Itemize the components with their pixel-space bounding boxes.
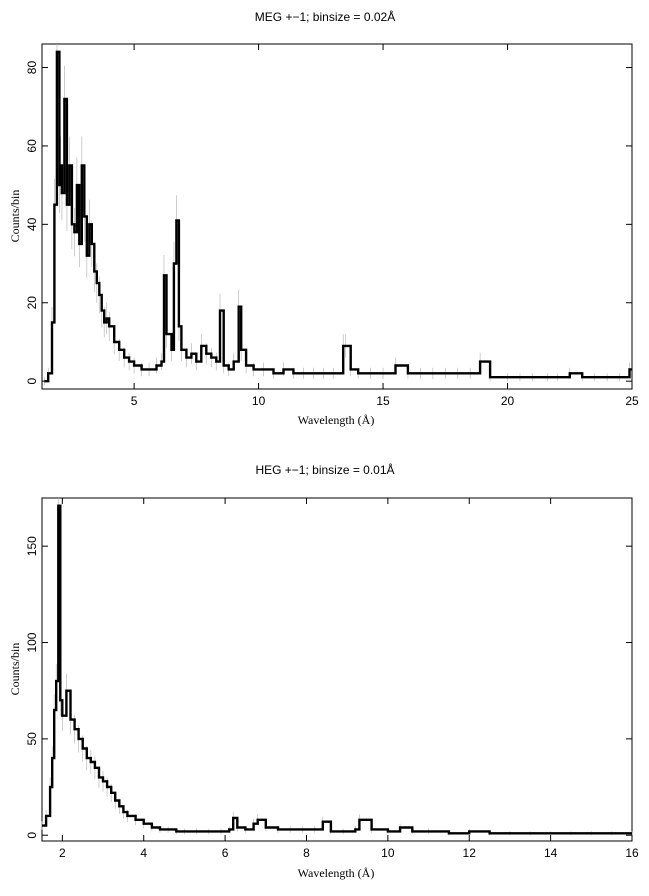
heg-y-tick-label: 0 xyxy=(25,832,39,839)
meg-x-tick-label: 20 xyxy=(501,394,515,408)
heg-y-tick-label: 100 xyxy=(25,632,39,652)
meg-x-tick-label: 15 xyxy=(376,394,390,408)
heg-x-tick-label: 8 xyxy=(303,846,310,860)
meg-x-tick-label: 25 xyxy=(625,394,639,408)
meg-spectrum-line xyxy=(44,50,632,383)
meg-x-tick-label: 5 xyxy=(131,394,138,408)
heg-x-tick-label: 10 xyxy=(381,846,395,860)
heg-x-tick-label: 12 xyxy=(463,846,477,860)
heg-y-axis-label: Counts/bin xyxy=(8,643,22,696)
heg-x-tick-label: 4 xyxy=(140,846,147,860)
heg-y-tick-label: 50 xyxy=(25,732,39,746)
meg-x-tick-label: 10 xyxy=(252,394,266,408)
meg-x-ticks: 5 10 15 20 25 xyxy=(131,44,639,408)
meg-y-tick-label: 20 xyxy=(25,296,39,310)
meg-title: MEG +−1; binsize = 0.02Å xyxy=(255,9,395,24)
heg-y-tick-label: 150 xyxy=(25,536,39,556)
heg-error-bars xyxy=(41,498,633,836)
meg-plot-frame xyxy=(41,43,633,390)
heg-x-tick-label: 14 xyxy=(544,846,558,860)
heg-title: HEG +−1; binsize = 0.01Å xyxy=(255,462,394,477)
heg-y-ticks: 0 50 100 150 xyxy=(25,536,632,839)
heg-x-tick-label: 6 xyxy=(222,846,229,860)
meg-y-tick-label: 80 xyxy=(25,61,39,75)
heg-panel: HEG +−1; binsize = 0.01Å 2 4 6 8 10 12 14 16 0 5… xyxy=(8,462,639,880)
heg-spectrum-line xyxy=(42,504,632,835)
meg-y-axis-label: Counts/bin xyxy=(8,190,22,243)
meg-error-bars xyxy=(44,44,630,386)
meg-y-tick-label: 0 xyxy=(25,378,39,385)
heg-x-tick-label: 2 xyxy=(59,846,66,860)
meg-panel: MEG +−1; binsize = 0.02Å 5 10 15 20 25 0 20 40… xyxy=(8,9,639,427)
heg-x-axis-label: Wavelength (Å) xyxy=(298,866,375,880)
meg-y-ticks: 0 20 40 60 80 xyxy=(25,61,632,385)
meg-y-tick-label: 40 xyxy=(25,217,39,231)
heg-x-tick-label: 16 xyxy=(625,846,639,860)
meg-x-axis-label: Wavelength (Å) xyxy=(298,413,375,427)
heg-x-ticks: 2 4 6 8 10 12 14 16 xyxy=(59,498,639,860)
heg-plot-frame xyxy=(41,497,633,842)
meg-y-tick-label: 60 xyxy=(25,139,39,153)
